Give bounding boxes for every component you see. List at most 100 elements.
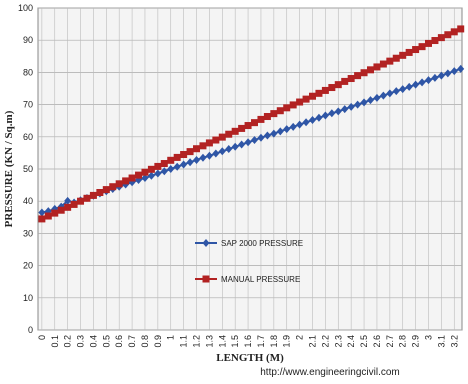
marker: [167, 156, 175, 164]
y-tick-label: 10: [23, 293, 33, 303]
marker: [257, 133, 265, 142]
marker: [263, 131, 271, 140]
marker: [412, 46, 420, 54]
marker: [180, 160, 188, 169]
marker: [405, 48, 413, 56]
y-axis-title: PRESSURE (KN / Sq.m): [3, 110, 15, 227]
marker: [199, 153, 207, 162]
marker: [64, 203, 72, 211]
marker: [231, 142, 239, 151]
x-tick-label: 1.2: [192, 335, 202, 348]
marker: [347, 102, 355, 111]
marker: [328, 109, 336, 118]
marker: [147, 171, 155, 180]
marker: [418, 43, 426, 51]
marker: [431, 37, 439, 45]
marker: [341, 77, 349, 85]
legend-label: SAP 2000 PRESSURE: [221, 239, 303, 248]
marker: [141, 174, 149, 183]
marker: [341, 105, 349, 114]
marker: [205, 139, 213, 147]
marker: [64, 196, 72, 205]
x-tick-label: 3.2: [449, 335, 459, 348]
marker: [334, 81, 342, 89]
x-tick-label: 3.1: [436, 335, 446, 348]
marker: [70, 200, 78, 208]
marker: [450, 67, 458, 76]
marker: [289, 101, 297, 109]
y-tick-label: 100: [18, 3, 33, 13]
marker: [296, 98, 304, 106]
marker: [347, 75, 355, 83]
x-tick-label: 2.7: [385, 335, 395, 348]
x-tick-label: 2.6: [372, 335, 382, 348]
marker: [77, 197, 85, 205]
marker: [431, 73, 439, 82]
y-tick-label: 0: [28, 325, 33, 335]
x-tick-label: 0.1: [50, 335, 60, 348]
marker: [360, 69, 368, 77]
marker: [128, 174, 136, 182]
marker: [218, 133, 226, 141]
marker: [225, 145, 233, 154]
x-tick-label: 2.4: [346, 335, 356, 348]
marker: [276, 127, 284, 136]
x-tick-label: 1.1: [179, 335, 189, 348]
marker: [244, 138, 252, 147]
marker: [231, 127, 239, 135]
x-tick-label: 2.1: [308, 335, 318, 348]
y-tick-label: 50: [23, 164, 33, 174]
x-tick-label: 1.4: [217, 335, 227, 348]
marker: [238, 140, 246, 149]
x-tick-label: 2.8: [398, 335, 408, 348]
marker: [135, 171, 143, 179]
marker: [212, 149, 220, 158]
x-tick-label: 1.6: [243, 335, 253, 348]
marker: [424, 76, 432, 85]
marker: [366, 96, 374, 105]
x-tick-label: 1.9: [282, 335, 292, 348]
x-tick-label: 0.9: [153, 335, 163, 348]
x-tick-label: 1.8: [269, 335, 279, 348]
x-tick-label: 1.5: [230, 335, 240, 348]
marker: [263, 113, 271, 121]
x-axis-title: LENGTH (M): [216, 352, 284, 364]
x-tick-label: 1.3: [204, 335, 214, 348]
marker: [212, 136, 220, 144]
x-tick-label: 0.4: [88, 335, 98, 348]
marker: [373, 93, 381, 102]
y-tick-label: 30: [23, 228, 33, 238]
marker: [309, 92, 317, 100]
marker: [180, 151, 188, 159]
marker: [366, 66, 374, 74]
x-tick-label: 2.5: [359, 335, 369, 348]
marker: [360, 98, 368, 107]
marker: [321, 111, 329, 120]
marker: [257, 115, 265, 123]
marker: [283, 125, 291, 134]
marker: [186, 148, 194, 156]
marker: [160, 160, 168, 168]
marker: [450, 28, 458, 36]
y-tick-label: 20: [23, 261, 33, 271]
y-tick-label: 90: [23, 35, 33, 45]
marker: [38, 208, 46, 217]
x-tick-label: 2.2: [320, 335, 330, 348]
x-tick-label: 0.7: [127, 335, 137, 348]
marker: [193, 145, 201, 153]
marker: [147, 165, 155, 173]
marker: [379, 91, 387, 100]
marker: [251, 119, 259, 127]
marker: [386, 89, 394, 98]
marker: [392, 54, 400, 62]
x-tick-label: 2.3: [333, 335, 343, 348]
marker: [154, 162, 162, 170]
marker: [167, 165, 175, 173]
x-tick-label: 1: [166, 335, 176, 340]
marker: [238, 124, 246, 132]
marker: [354, 72, 362, 80]
marker: [202, 239, 210, 247]
marker: [334, 107, 342, 116]
marker: [296, 120, 304, 129]
